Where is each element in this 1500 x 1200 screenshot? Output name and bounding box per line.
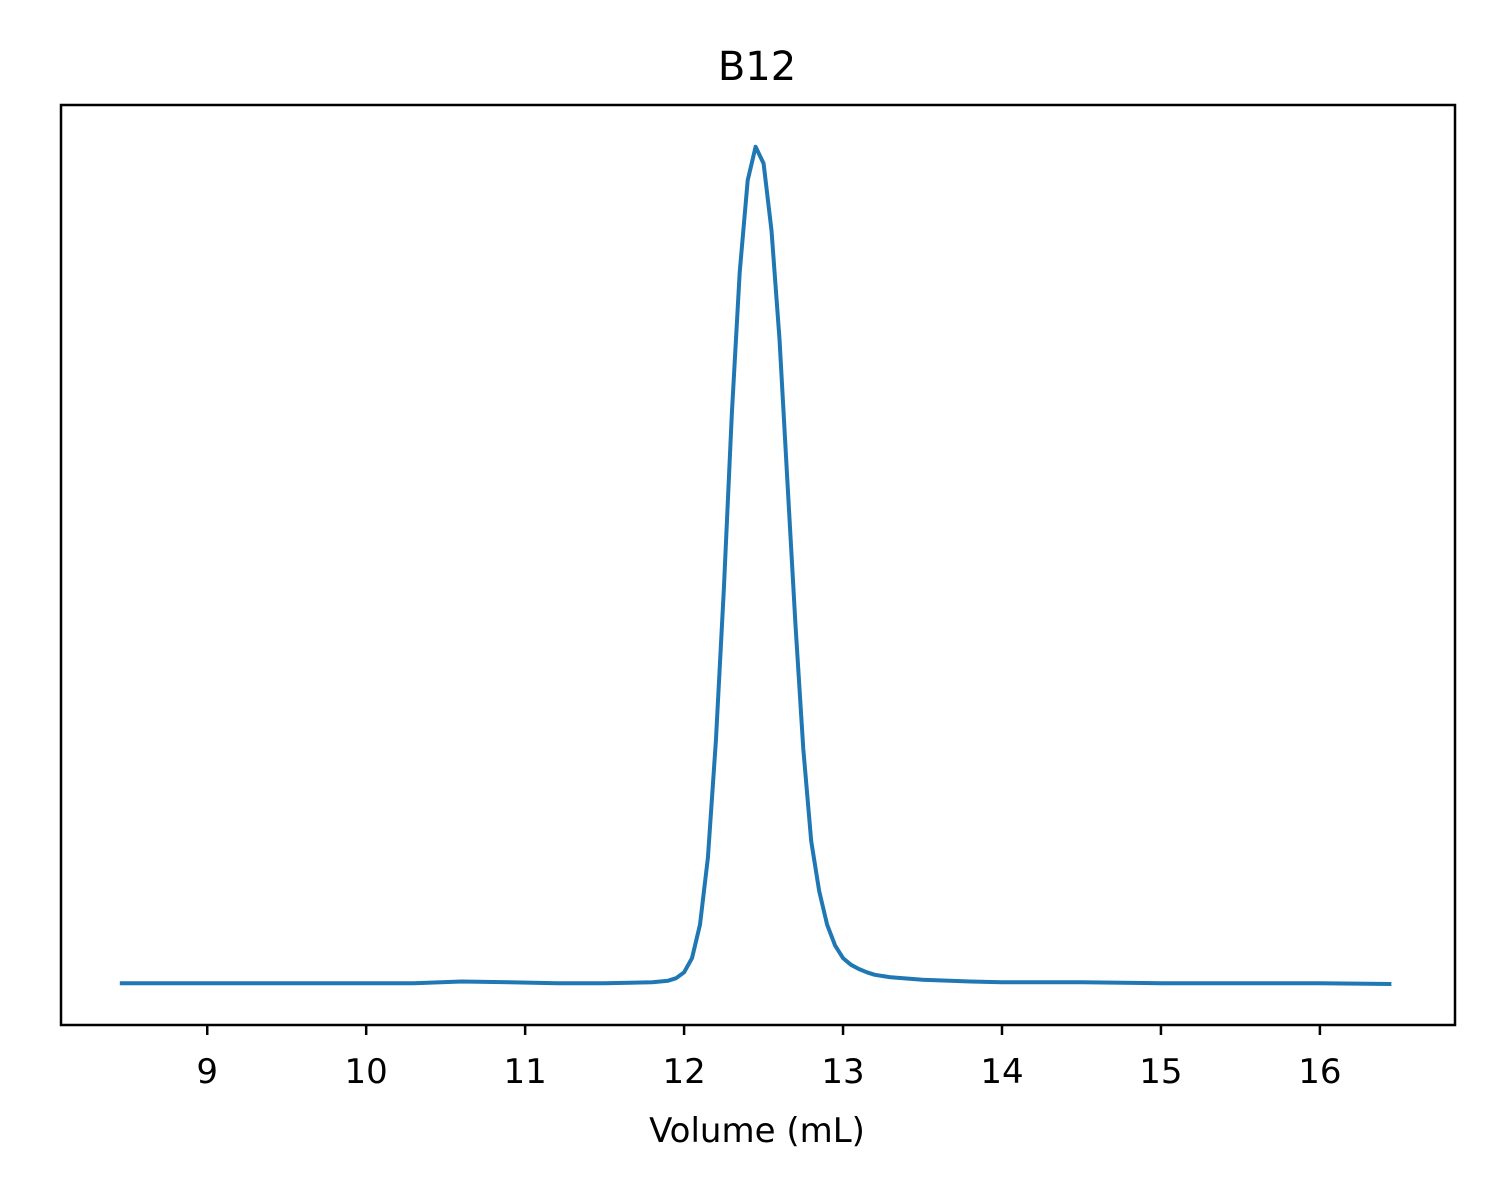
chart-title: B12 xyxy=(718,44,796,90)
x-tick-label: 11 xyxy=(504,1052,547,1092)
x-tick-label: 15 xyxy=(1139,1052,1182,1092)
x-tick-label: 9 xyxy=(196,1052,218,1092)
x-axis: 9 10 11 12 13 14 15 16 xyxy=(196,1025,1342,1092)
axes-frame xyxy=(59,103,1457,1027)
plot-area xyxy=(119,144,1392,986)
x-tick-label: 14 xyxy=(980,1052,1023,1092)
x-axis-label: Volume (mL) xyxy=(649,1111,865,1151)
x-tick-label: 10 xyxy=(345,1052,388,1092)
x-tick-label: 16 xyxy=(1298,1052,1341,1092)
x-tick-label: 12 xyxy=(662,1052,705,1092)
series-line-0 xyxy=(119,144,1392,986)
x-tick-label: 13 xyxy=(821,1052,864,1092)
